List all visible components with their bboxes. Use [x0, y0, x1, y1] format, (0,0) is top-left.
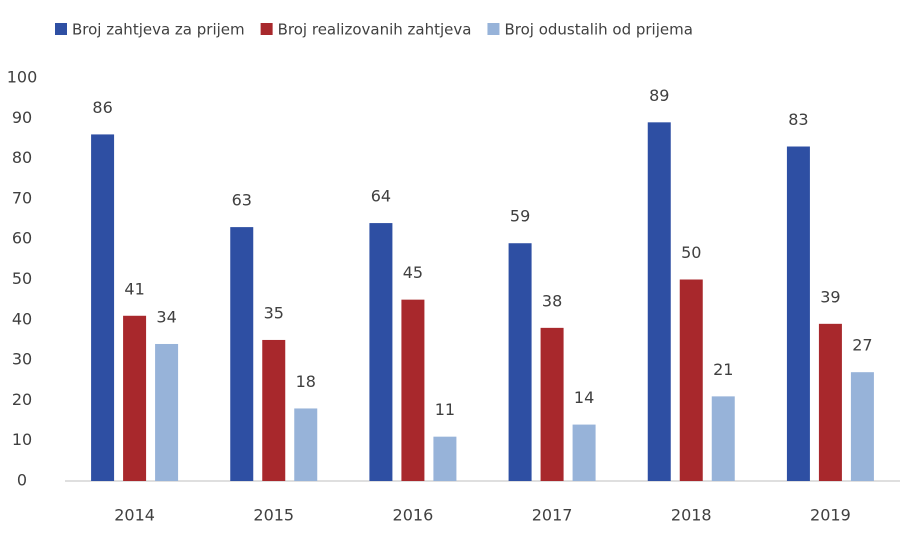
- data-label: 39: [820, 287, 840, 306]
- x-tick-label: 2017: [532, 506, 573, 525]
- x-tick-label: 2014: [114, 506, 155, 525]
- bar: [679, 279, 703, 481]
- data-label: 41: [124, 279, 144, 298]
- data-label: 34: [156, 307, 176, 326]
- data-label: 21: [713, 360, 733, 379]
- bar: [786, 146, 810, 481]
- bar: [818, 323, 842, 481]
- legend-label: Broj zahtjeva za prijem: [72, 21, 245, 39]
- x-tick-label: 2016: [393, 506, 434, 525]
- y-tick-label: 70: [12, 188, 32, 207]
- y-tick-label: 60: [12, 229, 32, 248]
- data-label: 11: [435, 400, 455, 419]
- y-tick-label: 90: [12, 108, 32, 127]
- bar: [369, 223, 393, 481]
- y-tick-label: 50: [12, 269, 32, 288]
- y-tick-label: 30: [12, 350, 32, 369]
- data-label: 27: [852, 336, 872, 355]
- bar: [540, 327, 564, 481]
- bar: [647, 122, 671, 481]
- bar: [155, 343, 179, 481]
- data-label: 50: [681, 243, 701, 262]
- data-label: 89: [649, 86, 669, 105]
- y-tick-label: 0: [17, 471, 27, 490]
- bar: [401, 299, 425, 481]
- x-tick-label: 2018: [671, 506, 712, 525]
- y-tick-label: 40: [12, 309, 32, 328]
- legend-swatch: [55, 23, 67, 35]
- data-label: 35: [264, 303, 284, 322]
- data-label: 18: [296, 372, 316, 391]
- bar: [262, 339, 286, 481]
- data-label: 38: [542, 291, 562, 310]
- bar: [91, 134, 115, 482]
- data-label: 14: [574, 388, 594, 407]
- legend-label: Broj odustalih od prijema: [504, 21, 692, 39]
- data-label: 83: [788, 110, 808, 129]
- bar: [572, 424, 596, 481]
- data-label: 59: [510, 207, 530, 226]
- data-label: 63: [232, 191, 252, 210]
- legend-label: Broj realizovanih zahtjeva: [278, 21, 472, 39]
- x-tick-label: 2015: [253, 506, 294, 525]
- data-label: 45: [403, 263, 423, 282]
- bar: [711, 396, 735, 481]
- legend-swatch: [260, 23, 273, 35]
- bar: [123, 315, 147, 481]
- x-tick-label: 2019: [810, 506, 851, 525]
- bar: [230, 227, 254, 481]
- data-label: 64: [371, 187, 391, 206]
- y-tick-label: 20: [12, 390, 32, 409]
- y-tick-label: 10: [12, 430, 32, 449]
- bar: [508, 243, 532, 481]
- bar: [433, 436, 457, 481]
- legend-swatch: [487, 23, 500, 35]
- bar: [294, 408, 318, 481]
- y-tick-label: 100: [7, 68, 38, 87]
- bar: [850, 372, 874, 481]
- y-tick-label: 80: [12, 148, 32, 167]
- data-label: 86: [92, 98, 112, 117]
